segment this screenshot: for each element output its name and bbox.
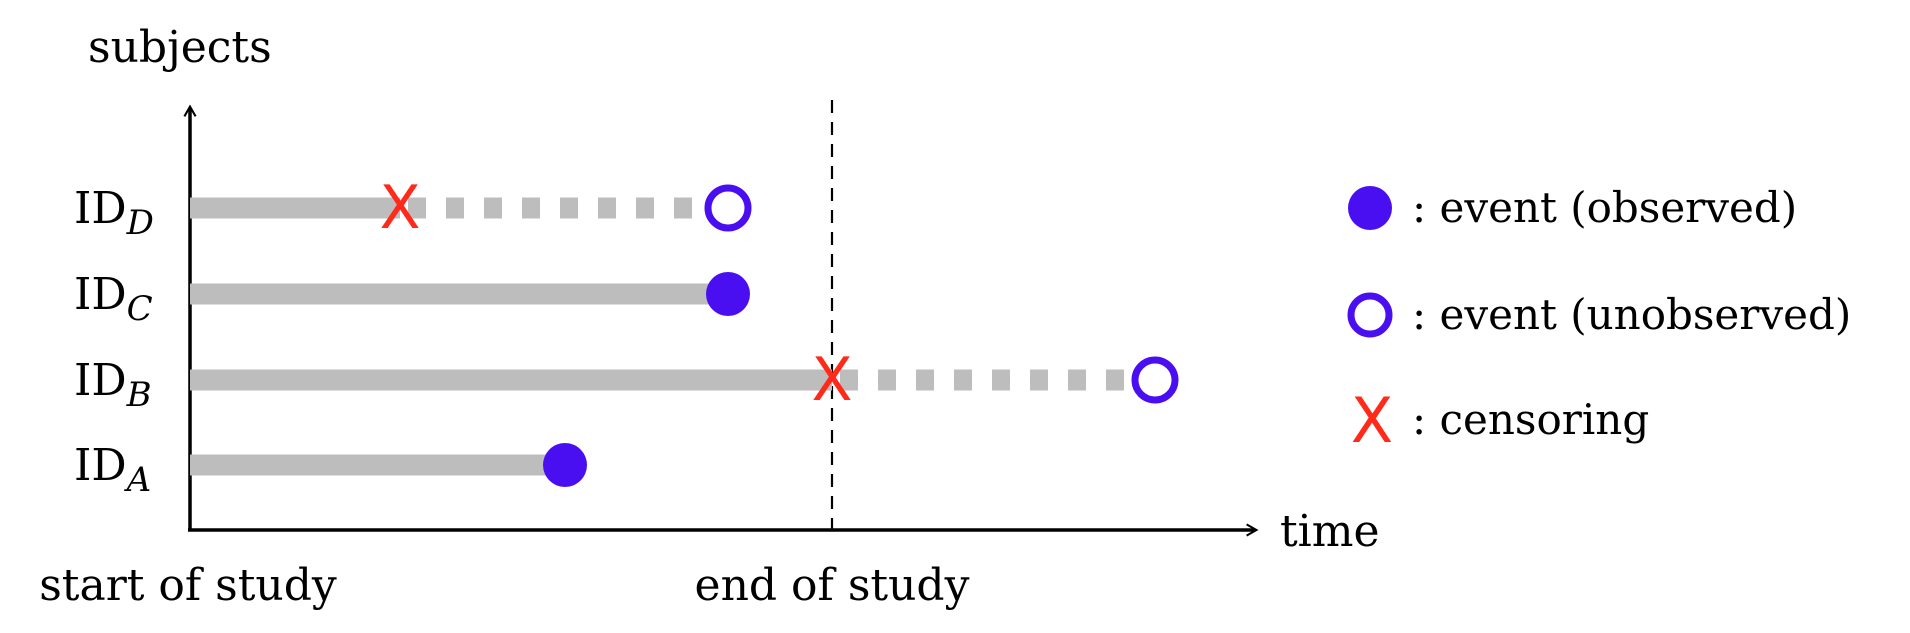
end-of-study-label: end of study [695, 560, 970, 611]
legend-item-censoring: X : censoring [1351, 384, 1649, 457]
legend-label: : censoring [1412, 395, 1649, 444]
subject-label: IDB [74, 355, 152, 415]
legend-observed-dot [1348, 186, 1392, 230]
legend-unobserved-circle [1347, 292, 1393, 338]
event-observed-dot [706, 272, 750, 316]
subject-row-a: IDA [74, 440, 587, 500]
subject-rows: IDD X IDC IDB X IDA [74, 173, 1179, 500]
y-axis-label: subjects [88, 22, 272, 73]
event-observed-dot [543, 443, 587, 487]
subject-label: IDC [74, 269, 153, 329]
legend-censor-mark: X [1351, 384, 1393, 457]
event-unobserved-circle [1131, 356, 1179, 404]
legend-label: : event (unobserved) [1412, 290, 1851, 339]
subject-row-b: IDB X [74, 345, 1179, 415]
subject-row-c: IDC [74, 269, 750, 329]
legend: : event (observed) : event (unobserved) X:… [1347, 183, 1851, 457]
start-of-study-label: start of study [39, 560, 337, 611]
censor-mark: X [811, 345, 852, 415]
legend-label: : event (observed) [1412, 183, 1797, 232]
subject-label: IDA [74, 440, 151, 500]
subject-row-d: IDD X [74, 173, 752, 243]
legend-item-observed: : event (observed) [1348, 183, 1797, 232]
censor-mark: X [379, 173, 420, 243]
legend-item-unobserved: : event (unobserved) [1347, 290, 1851, 339]
x-axis-label: time [1280, 506, 1380, 557]
subject-label: IDD [74, 183, 154, 243]
event-unobserved-circle [704, 184, 752, 232]
